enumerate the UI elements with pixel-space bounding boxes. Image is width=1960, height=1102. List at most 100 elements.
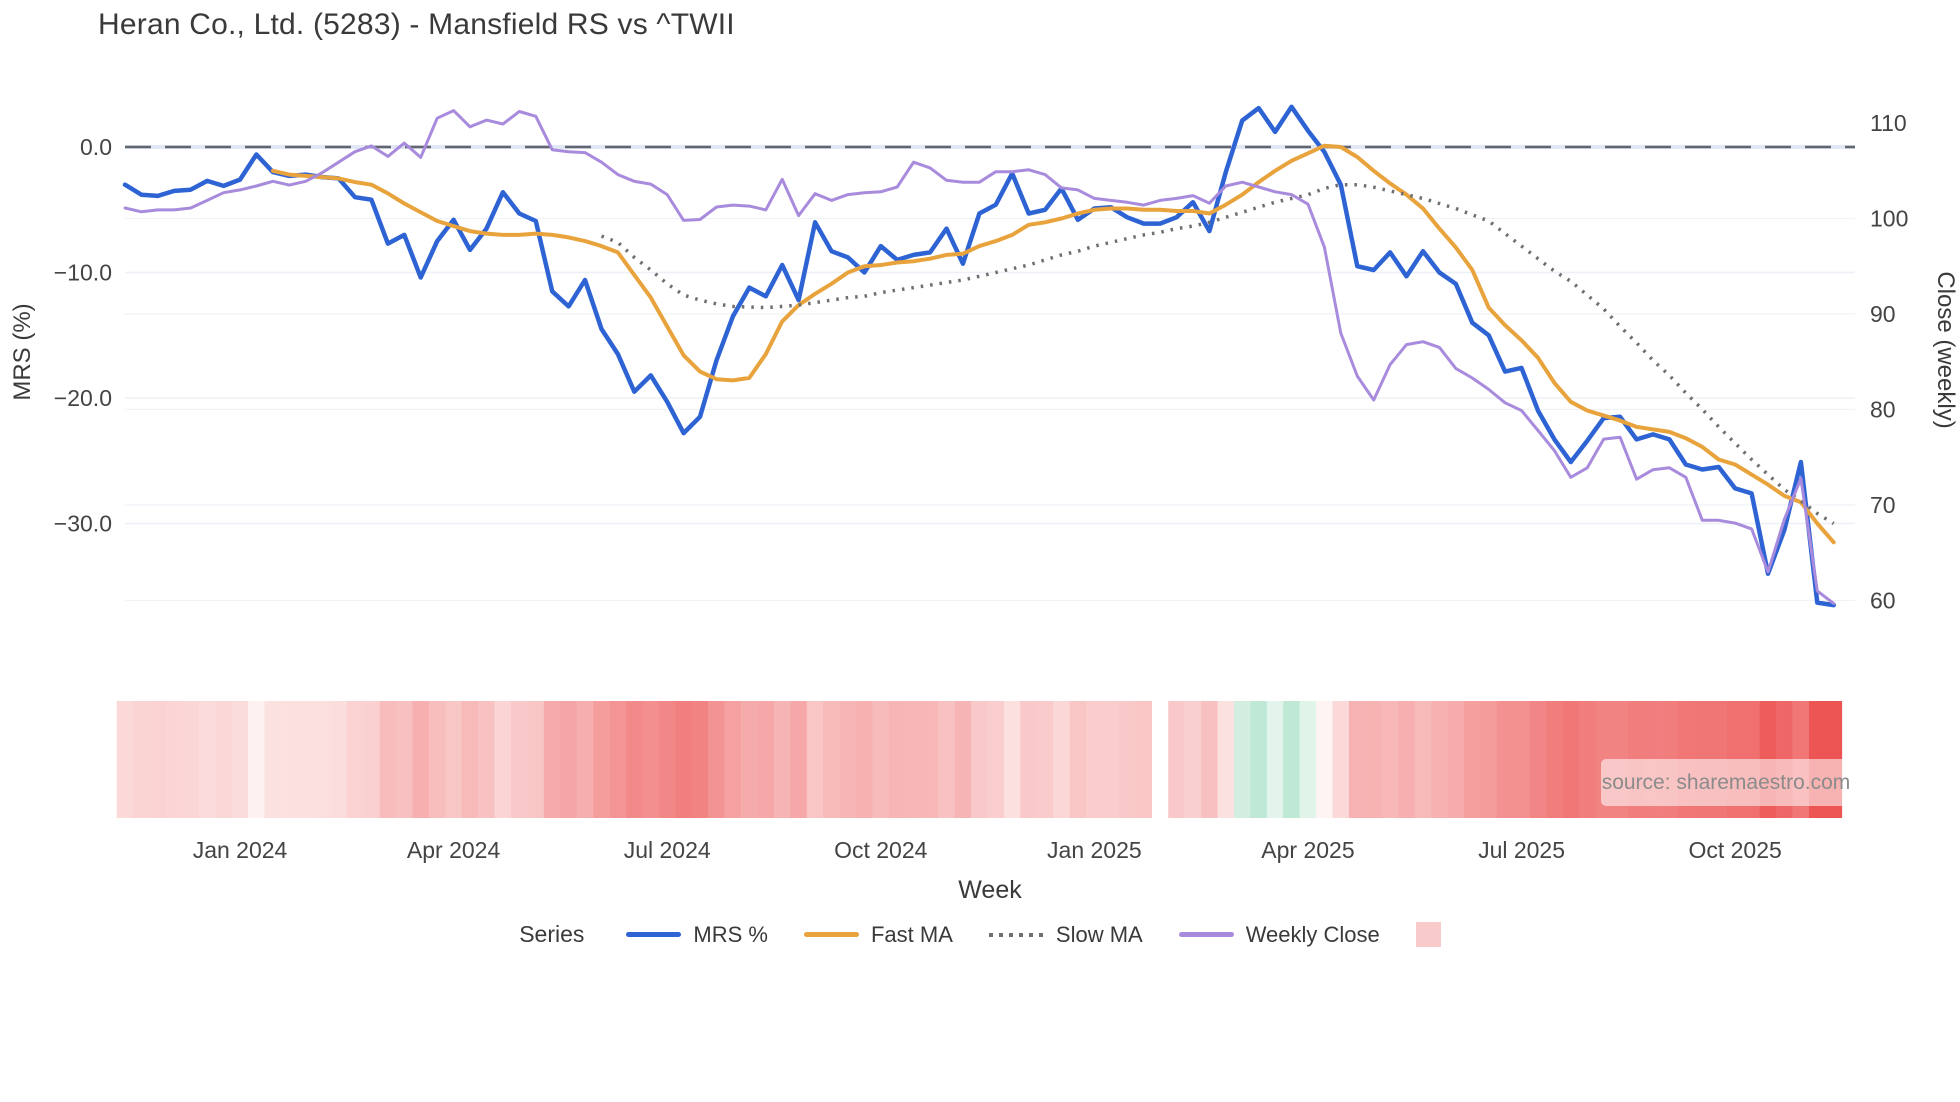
x-axis-title: Week <box>958 876 1022 904</box>
heatmap-cell <box>1053 701 1070 818</box>
x-tick-label: Oct 2025 <box>1688 837 1781 863</box>
heatmap-cell <box>116 701 134 818</box>
chart-title: Heran Co., Ltd. (5283) - Mansfield RS vs… <box>98 8 735 41</box>
x-tick-label: Jul 2025 <box>1478 837 1565 863</box>
heatmap-cell <box>1578 701 1596 818</box>
heatmap-cell <box>872 701 890 818</box>
y-right-tick-label: 80 <box>1870 397 1896 423</box>
series-line-weekly-close <box>123 109 1836 605</box>
heatmap-cell <box>1414 701 1432 818</box>
heatmap-cell <box>412 701 430 818</box>
heatmap-cell <box>396 701 413 818</box>
heatmap-cell <box>428 701 446 818</box>
x-tick-label: Apr 2024 <box>407 837 501 863</box>
heatmap-cell <box>1102 701 1120 818</box>
heatmap-cell <box>1283 701 1300 818</box>
heatmap-cell <box>346 701 364 818</box>
heatmap-cell <box>1250 701 1268 818</box>
heatmap-cell <box>987 701 1005 818</box>
chart-legend: Series MRS % Fast MA Slow MA Weekly Clos… <box>0 921 1960 948</box>
heatmap-cell <box>1201 701 1218 818</box>
weekly-close-line-swatch-icon <box>1178 932 1234 937</box>
heatmap-cell <box>264 701 282 818</box>
source-attribution: source: sharemaestro.com <box>1601 759 1851 806</box>
y-left-tick-label: 0.0 <box>80 134 112 160</box>
heatmap-cell <box>445 701 462 818</box>
heatmap-cell <box>626 701 643 818</box>
y-right-tick-label: 70 <box>1870 492 1896 518</box>
x-tick-label: Jan 2024 <box>193 837 288 863</box>
y-left-tick-label: −20.0 <box>54 385 112 411</box>
heatmap-cell <box>839 701 857 818</box>
heatmap-cell <box>248 701 265 818</box>
heatmap-cell <box>593 701 610 818</box>
heatmap-cell <box>281 701 298 818</box>
heatmap-cell <box>1381 701 1399 818</box>
heatmap-cell <box>478 701 495 818</box>
series-line-mrs- <box>122 104 1836 608</box>
heatmap-cell <box>1496 701 1514 818</box>
legend-item-label: Fast MA <box>870 921 953 947</box>
heatmap-cell <box>938 701 955 818</box>
heatmap-cell <box>1365 701 1383 818</box>
heatmap-cell <box>215 701 232 818</box>
legend-title: Series <box>519 921 585 947</box>
heatmap-cell <box>231 701 249 818</box>
heatmap-cell <box>1233 701 1251 818</box>
heatmap-cell <box>1184 701 1202 818</box>
y-right-tick-label: 60 <box>1870 588 1896 614</box>
heatmap-cell <box>1316 701 1333 818</box>
heatmap-cell <box>971 701 988 818</box>
x-tick-label: Jul 2024 <box>624 837 711 863</box>
y-left-axis-title: MRS (%) <box>9 303 36 400</box>
y-right-tick-label: 110 <box>1870 110 1907 136</box>
heatmap-cell <box>609 701 627 818</box>
x-tick-label: Oct 2024 <box>834 837 928 863</box>
legend-item-heatmap[interactable] <box>1415 922 1441 947</box>
heatmap-cell <box>954 701 972 818</box>
heatmap-cell <box>1020 701 1038 818</box>
heatmap-cell <box>149 701 167 818</box>
heatmap-cell <box>1135 701 1153 818</box>
heatmap-cell <box>165 701 183 818</box>
y-left-tick-label: −10.0 <box>54 260 112 286</box>
heatmap-cell <box>297 701 315 818</box>
mrs-line-swatch-icon <box>626 932 682 937</box>
heatmap-cell <box>1118 701 1136 818</box>
heatmap-cell <box>1069 701 1087 818</box>
heatmap-cell <box>790 701 808 818</box>
heatmap-cell <box>133 701 150 818</box>
heatmap-cell <box>1431 701 1448 818</box>
heatmap-cell <box>527 701 545 818</box>
legend-item-slow-ma[interactable]: Slow MA <box>988 921 1143 948</box>
heatmap-cell <box>905 701 923 818</box>
heatmap-cell <box>1332 701 1350 818</box>
heatmap-cell <box>1480 701 1498 818</box>
fast-ma-line-swatch-icon <box>803 932 859 937</box>
heatmap-cell <box>576 701 594 818</box>
legend-item-label: Weekly Close <box>1245 921 1380 947</box>
heatmap-cell <box>1036 701 1054 818</box>
legend-item-label: Slow MA <box>1055 921 1143 947</box>
heatmap-cell <box>708 701 725 818</box>
y-right-tick-label: 100 <box>1870 206 1908 232</box>
y-right-tick-label: 90 <box>1870 301 1896 327</box>
heatmap-cell <box>1513 701 1530 818</box>
legend-item-weekly-close[interactable]: Weekly Close <box>1178 921 1380 948</box>
heatmap-cell <box>330 701 347 818</box>
series-line-fast-ma <box>270 143 1836 545</box>
heatmap-cell <box>543 701 561 818</box>
heatmap-cell <box>1003 701 1021 818</box>
heatmap-cell <box>888 701 906 818</box>
heatmap-cell <box>1299 701 1317 818</box>
legend-item-mrs[interactable]: MRS % <box>626 922 768 948</box>
heatmap-cell <box>182 701 200 818</box>
legend-item-fast-ma[interactable]: Fast MA <box>803 921 953 948</box>
heatmap-cell <box>313 701 331 818</box>
heatmap-cell <box>1086 701 1103 818</box>
series-line-slow-ma <box>600 182 1835 525</box>
heatmap-cell <box>461 701 479 818</box>
x-tick-label: Jan 2025 <box>1047 837 1142 863</box>
heatmap-cell <box>1217 701 1235 818</box>
